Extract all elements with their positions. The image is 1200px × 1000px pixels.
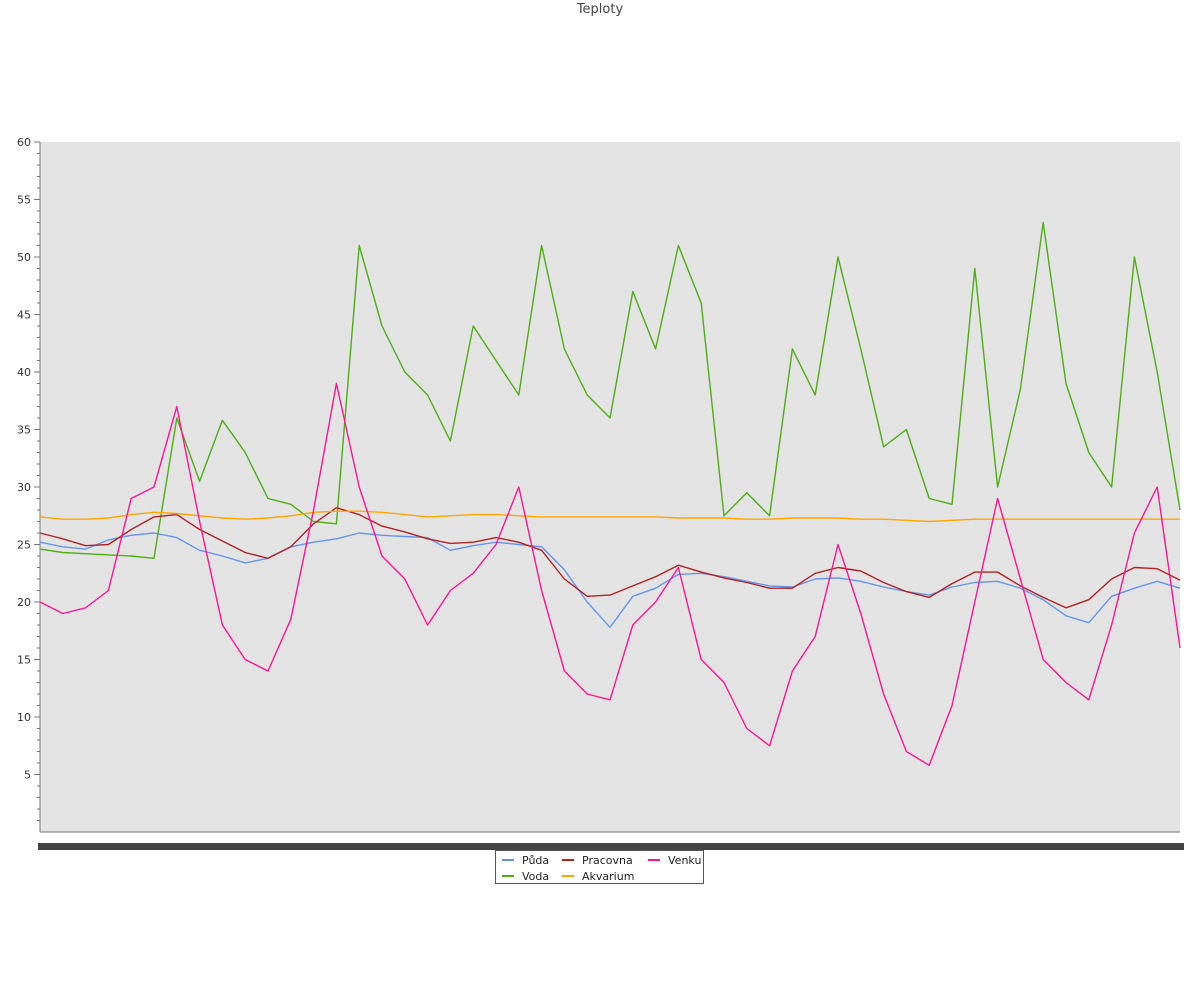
legend-label-puda: Půda (522, 853, 550, 867)
y-tick-label: 60 (17, 136, 31, 149)
y-tick-label: 50 (17, 251, 31, 264)
series-line-4 (39, 510, 1180, 523)
x-axis (38, 831, 1184, 850)
legend-label-pracovna: Pracovna (582, 853, 633, 867)
legend-swatch-voda (502, 875, 514, 877)
legend-label-akvarium: Akvarium (582, 869, 635, 883)
series-lines (39, 221, 1181, 766)
series-line-2 (39, 221, 1181, 559)
plot-area (40, 142, 1180, 832)
y-tick-label: 15 (17, 654, 31, 667)
y-tick-label: 45 (17, 309, 31, 322)
legend: Půda Voda Pracovna Akvarium Venku (495, 850, 704, 884)
y-tick-label: 55 (17, 194, 31, 207)
legend-item-akvarium: Akvarium (562, 868, 634, 884)
legend-swatch-pracovna (562, 859, 574, 861)
legend-swatch-akvarium (562, 875, 574, 877)
legend-label-voda: Voda (522, 869, 550, 883)
series-line-3 (39, 507, 1181, 609)
series-line-1 (39, 532, 1181, 628)
y-tick-label: 30 (17, 481, 31, 494)
legend-swatch-puda (502, 859, 514, 861)
y-tick-label: 5 (24, 769, 31, 782)
y-tick-label: 10 (17, 711, 31, 724)
y-tick-label: 40 (17, 366, 31, 379)
y-tick-label: 20 (17, 596, 31, 609)
x-tick-labels-band (38, 843, 1184, 850)
y-tick-label: 25 (17, 539, 31, 552)
series-line-5 (39, 382, 1181, 766)
y-axis: 5 10 15 20 25 30 35 40 45 50 55 60 (17, 136, 41, 832)
legend-item-pracovna: Pracovna (562, 852, 633, 868)
legend-label-venku: Venku (668, 853, 702, 867)
legend-item-venku: Venku (648, 852, 701, 868)
legend-swatch-venku (648, 859, 660, 861)
legend-item-puda: Půda (502, 852, 549, 868)
legend-item-voda: Voda (502, 868, 549, 884)
y-tick-label: 35 (17, 424, 31, 437)
chart-title: Teploty (576, 2, 624, 17)
